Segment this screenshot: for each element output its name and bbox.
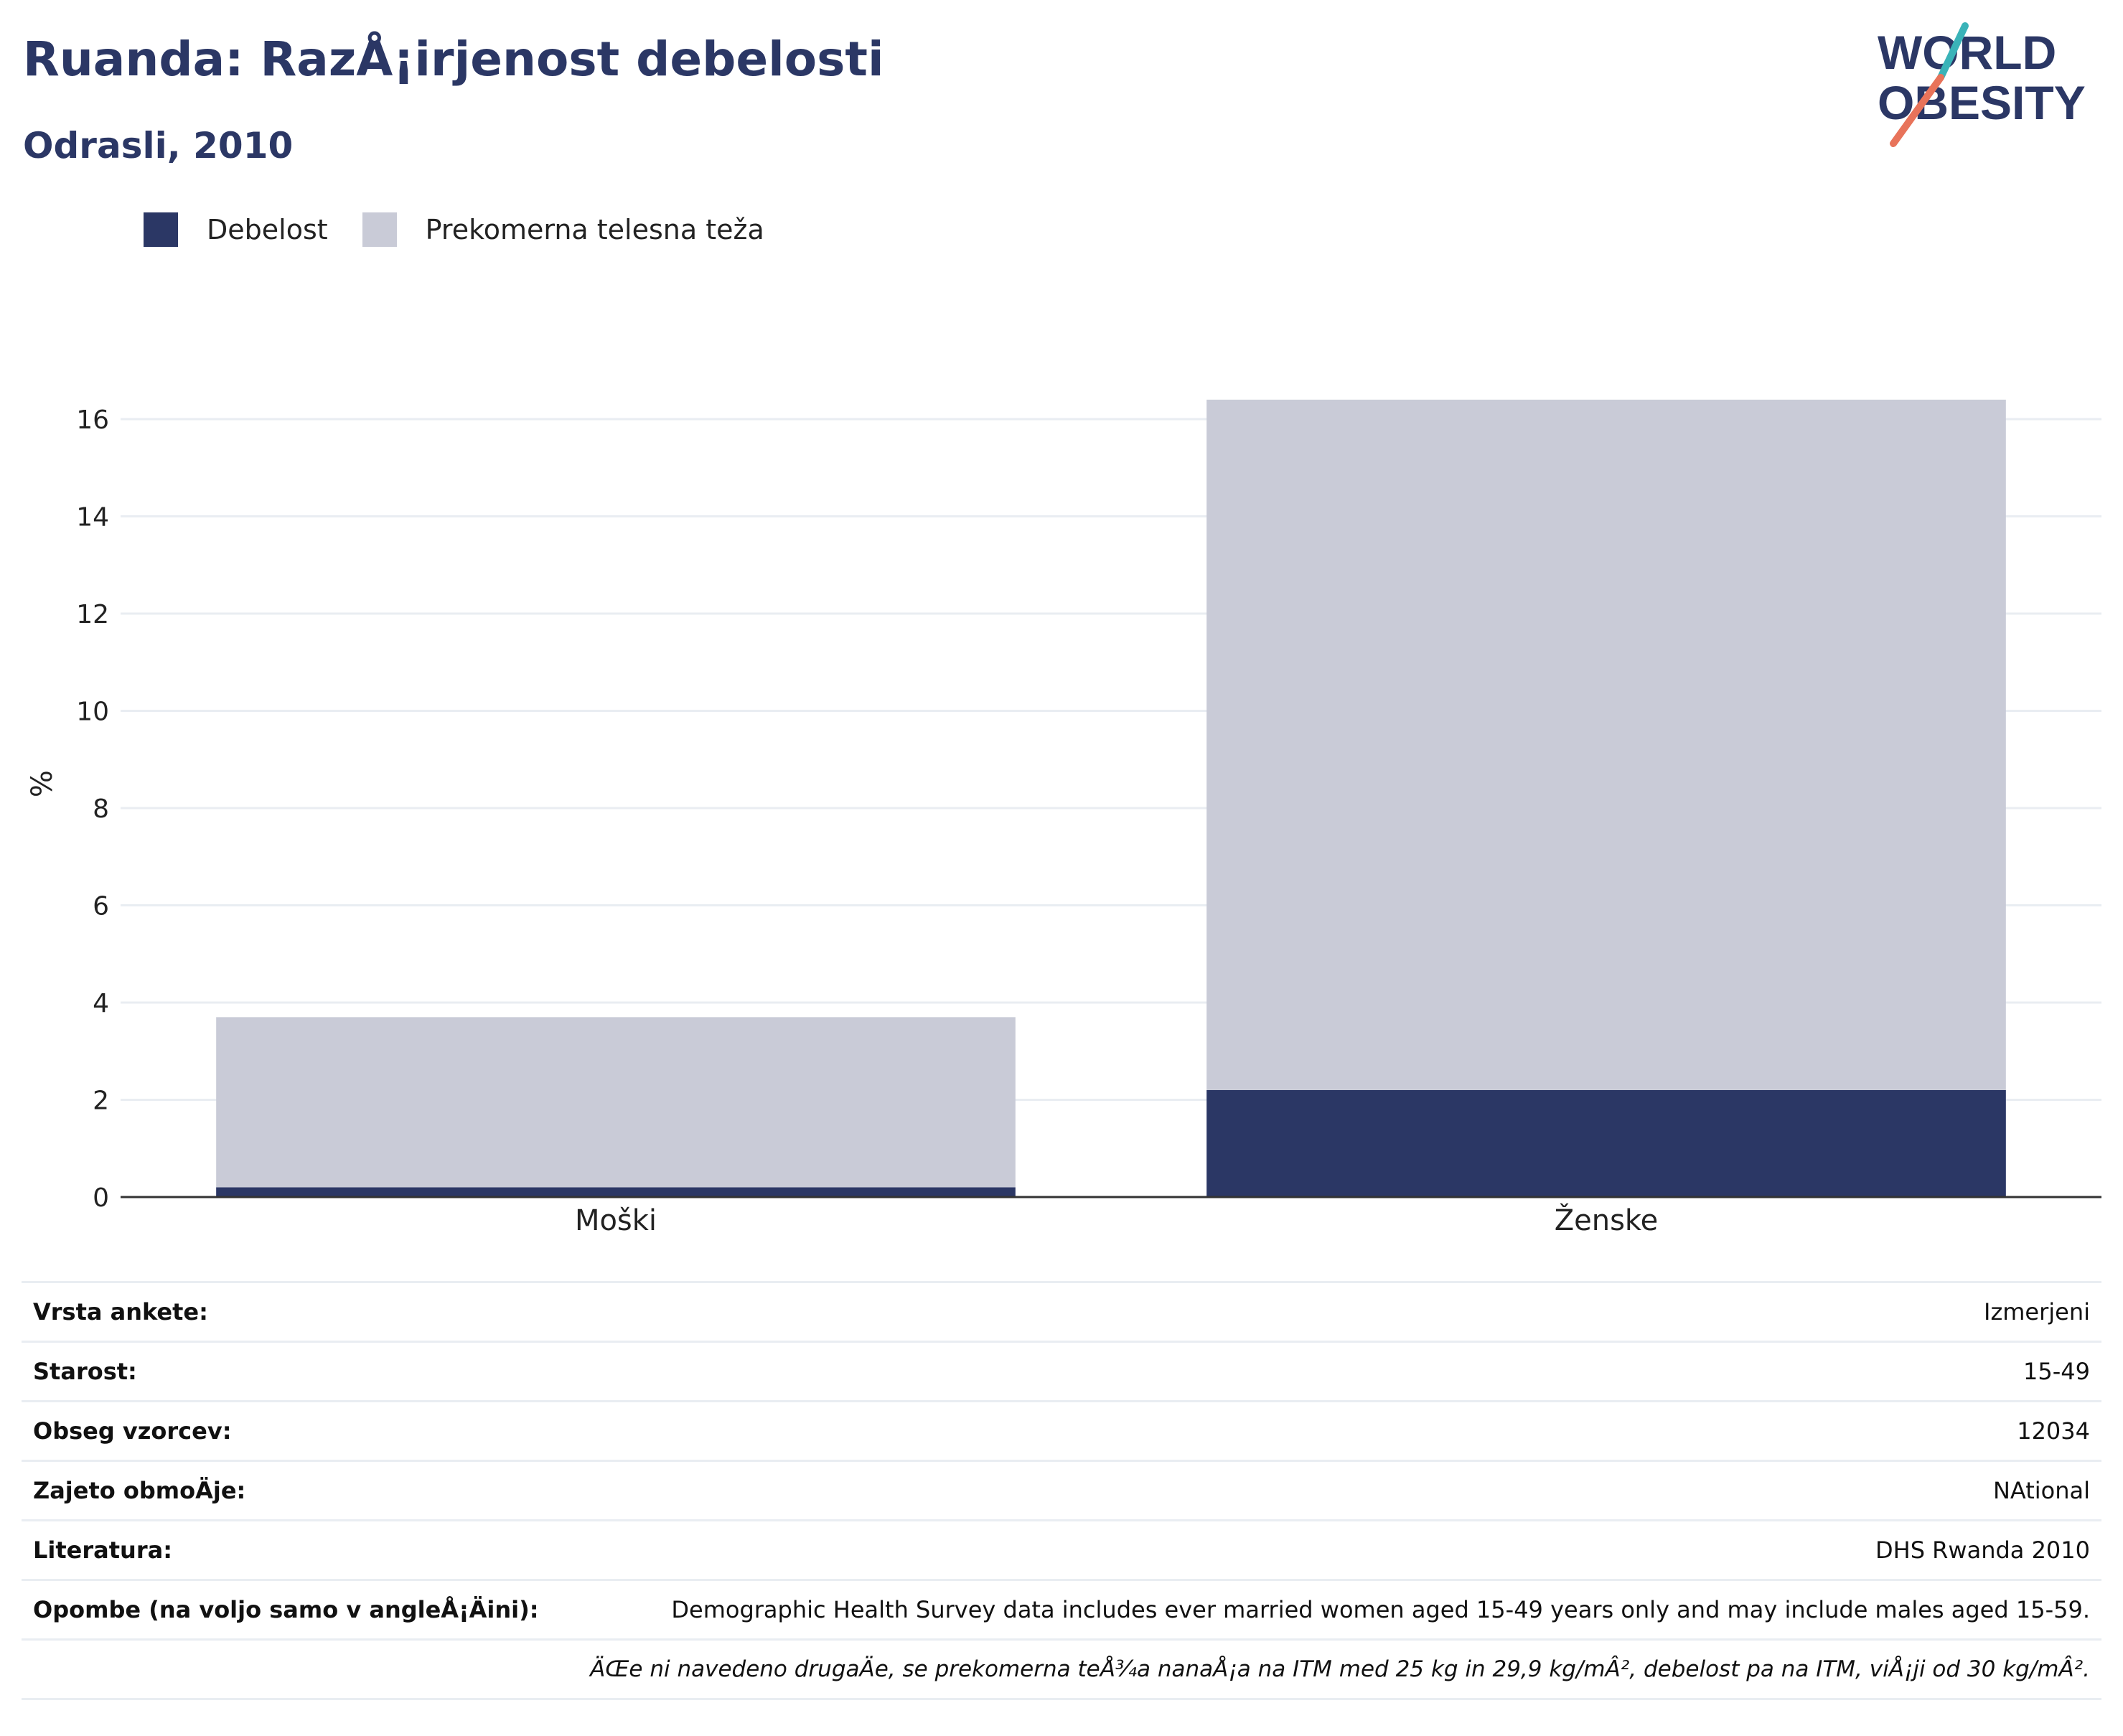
legend-label-overweight: Prekomerna telesna teža xyxy=(425,214,764,245)
legend-item-overweight[interactable]: Prekomerna telesna teža xyxy=(362,212,764,247)
info-label: Zajeto obmoÄje: xyxy=(33,1477,246,1504)
survey-info-table: Vrsta ankete: Izmerjeni Starost: 15-49 O… xyxy=(22,1281,2101,1700)
info-row-age: Starost: 15-49 xyxy=(22,1343,2101,1402)
y-tick-label: 0 xyxy=(93,1183,109,1213)
info-label: Opombe (na voljo samo v angleÅ¡Äini): xyxy=(33,1596,539,1623)
world-obesity-logo: WORLD OBESITY xyxy=(1878,22,2086,147)
legend-swatch-overweight xyxy=(362,212,397,247)
y-tick-label: 12 xyxy=(76,600,109,629)
info-row-footnote: ÄŒe ni navedeno drugaÄe, se prekomerna t… xyxy=(22,1641,2101,1700)
info-label: Literatura: xyxy=(33,1536,172,1564)
x-tick-label: Moški xyxy=(575,1204,657,1237)
y-tick-label: 6 xyxy=(93,892,109,921)
info-row-area: Zajeto obmoÄje: NAtional xyxy=(22,1462,2101,1521)
y-axis-title: % xyxy=(26,770,59,797)
info-value: Izmerjeni xyxy=(1984,1298,2090,1326)
x-tick-label: Ženske xyxy=(1555,1203,1659,1237)
info-row-sample-size: Obseg vzorcev: 12034 xyxy=(22,1402,2101,1462)
info-row-notes: Opombe (na voljo samo v angleÅ¡Äini): De… xyxy=(22,1581,2101,1641)
bar-overweight xyxy=(1206,399,2006,1090)
y-tick-label: 16 xyxy=(76,405,109,435)
y-tick-label: 2 xyxy=(93,1087,109,1116)
info-label: Vrsta ankete: xyxy=(33,1298,208,1326)
y-tick-label: 4 xyxy=(93,989,109,1018)
logo-slash-teal xyxy=(1937,22,1969,81)
info-value: 15-49 xyxy=(2023,1358,2090,1385)
info-value: NAtional xyxy=(1992,1477,2090,1504)
bar-overweight xyxy=(216,1017,1016,1188)
logo-text-world: WORLD xyxy=(1878,26,2056,79)
logo-slash-coral xyxy=(1890,74,1944,147)
info-value: 12034 xyxy=(2017,1417,2090,1445)
bar-obesity xyxy=(1206,1089,2006,1197)
chart-legend: Debelost Prekomerna telesna teža xyxy=(144,212,799,247)
info-row-survey-type: Vrsta ankete: Izmerjeni xyxy=(22,1283,2101,1343)
bar-obesity xyxy=(216,1187,1016,1197)
info-value: DHS Rwanda 2010 xyxy=(1875,1536,2090,1564)
info-label: Obseg vzorcev: xyxy=(33,1417,232,1445)
info-footnote: ÄŒe ni navedeno drugaÄe, se prekomerna t… xyxy=(590,1656,2090,1682)
y-tick-label: 8 xyxy=(93,794,109,824)
chart-title: Ruanda: RazÅ¡irjenost debelosti xyxy=(23,32,884,87)
info-label: Starost: xyxy=(33,1358,137,1385)
info-row-references: Literatura: DHS Rwanda 2010 xyxy=(22,1521,2101,1581)
chart-subtitle: Odrasli, 2010 xyxy=(23,125,294,166)
legend-label-obesity: Debelost xyxy=(207,214,328,245)
legend-swatch-obesity xyxy=(144,212,178,247)
legend-item-obesity[interactable]: Debelost xyxy=(144,212,328,247)
y-tick-label: 10 xyxy=(76,698,109,727)
bar-chart: 0 2 4 6 8 10 12 14 16% Moški Ženske xyxy=(26,399,2101,1237)
y-tick-label: 14 xyxy=(76,503,109,532)
info-value: Demographic Health Survey data includes … xyxy=(671,1596,2090,1623)
